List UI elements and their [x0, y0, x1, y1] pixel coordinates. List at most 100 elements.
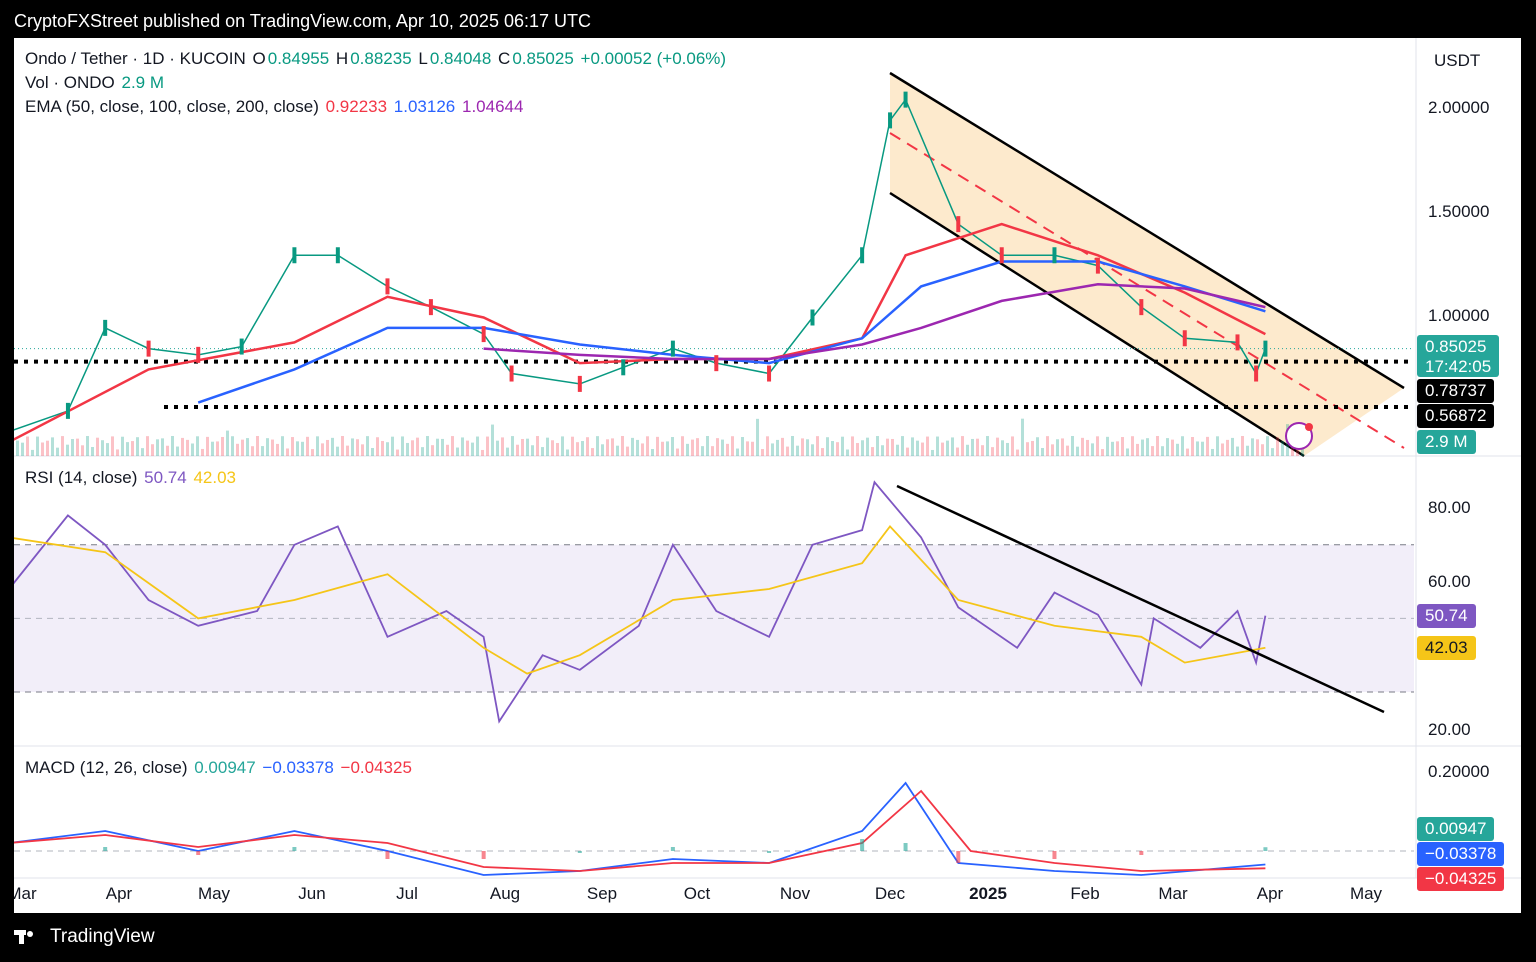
volume-bar — [366, 436, 369, 456]
volume-bar — [701, 446, 704, 456]
volume-bar — [1131, 436, 1134, 456]
tradingview-logo-icon — [14, 928, 42, 946]
volume-bar — [706, 436, 709, 456]
footer-brand[interactable]: TradingView — [14, 926, 155, 948]
price-candle — [670, 340, 675, 357]
rsi-tick-label: 60.00 — [1428, 572, 1471, 591]
x-tick-label: May — [197, 884, 231, 903]
volume-bar — [546, 437, 549, 456]
volume-bar — [231, 436, 234, 456]
volume-bar — [581, 441, 584, 456]
volume-bar — [381, 440, 384, 456]
price-candle — [292, 247, 297, 264]
volume-bar — [306, 436, 309, 456]
volume-bar — [446, 444, 449, 456]
rsi-label[interactable]: RSI (14, close) — [25, 468, 138, 487]
chart-area[interactable]: Ondo / Tether · 1D · KUCOIN O 0.84955 H 0.… — [14, 38, 1521, 913]
volume-bar — [166, 445, 169, 456]
volume-bar — [326, 439, 329, 456]
chart-canvas[interactable] — [14, 38, 1521, 913]
channel-upper-line — [889, 71, 1405, 390]
volume-value: 2.9 M — [121, 73, 165, 92]
volume-bar — [681, 436, 684, 456]
volume-bar — [286, 448, 289, 456]
volume-bar — [566, 449, 569, 456]
price-candle — [577, 375, 582, 392]
macd-histogram-bar — [481, 851, 486, 859]
ema50-value: 0.92233 — [325, 97, 388, 116]
volume-bar — [526, 438, 529, 456]
volume-bar — [466, 440, 469, 456]
volume-bar — [1086, 439, 1089, 456]
volume-bar — [751, 441, 754, 456]
volume-bar — [301, 441, 304, 456]
volume-bar — [676, 448, 679, 456]
volume-label[interactable]: Vol · ONDO — [25, 73, 115, 92]
macd-tag: −0.03378 — [1417, 842, 1505, 866]
countdown-value: 17:42:05 — [1425, 357, 1492, 376]
macd-label[interactable]: MACD (12, 26, close) — [25, 758, 188, 777]
volume-bar — [976, 438, 979, 456]
volume-bar — [1181, 436, 1184, 456]
volume-bar — [1041, 448, 1044, 456]
volume-bar — [236, 443, 239, 456]
volume-bar — [936, 436, 939, 456]
price-candle — [888, 112, 893, 129]
x-tick-label: Jun — [298, 884, 326, 903]
volume-bar — [686, 443, 689, 456]
volume-bar — [1081, 437, 1084, 456]
price-candle — [335, 247, 340, 264]
currency-label[interactable]: USDT — [1434, 51, 1481, 70]
volume-bar — [151, 444, 154, 456]
volume-bar — [1021, 418, 1024, 456]
volume-bar — [611, 438, 614, 456]
volume-bar — [1221, 443, 1224, 456]
volume-bar — [591, 448, 594, 456]
last-price-value: 0.85025 — [1425, 337, 1487, 356]
volume-bar — [101, 440, 104, 456]
x-tick-label: 2025 — [969, 884, 1007, 903]
rsi-ma-tag: 42.03 — [1417, 636, 1476, 660]
volume-bar — [1281, 441, 1284, 456]
volume-bar — [766, 436, 769, 456]
volume-bar — [541, 447, 544, 456]
low-value: 0.84048 — [429, 49, 492, 68]
volume-bar — [636, 439, 639, 456]
volume-bar — [1276, 437, 1279, 456]
volume-bar — [1176, 443, 1179, 456]
volume-bar — [86, 436, 89, 456]
volume-bar — [146, 436, 149, 456]
volume-bar — [551, 440, 554, 456]
volume-bar — [216, 441, 219, 456]
volume-bar — [1071, 436, 1074, 456]
volume-bar — [656, 436, 659, 456]
volume-bar — [531, 445, 534, 456]
volume-bar — [896, 444, 899, 456]
macd-histogram-bar — [292, 847, 297, 851]
price-candle — [999, 247, 1004, 264]
volume-bar — [631, 437, 634, 456]
volume-bar — [1141, 439, 1144, 456]
x-tick-label: Jul — [396, 884, 418, 903]
volume-bar — [1006, 442, 1009, 456]
volume-bar — [441, 438, 444, 456]
volume-bar — [271, 439, 274, 456]
volume-bar — [141, 448, 144, 456]
volume-bar — [121, 436, 124, 456]
volume-bar — [471, 442, 474, 456]
price-candle — [1095, 257, 1100, 274]
volume-bar — [131, 441, 134, 456]
volume-bar — [56, 447, 59, 456]
symbol-label[interactable]: Ondo / Tether · 1D · KUCOIN — [25, 49, 246, 68]
volume-bar — [841, 436, 844, 456]
ema-label[interactable]: EMA (50, close, 100, close, 200, close) — [25, 97, 319, 116]
x-tick-label: Dec — [874, 884, 906, 903]
volume-bar — [741, 437, 744, 456]
rsi-trendline — [896, 484, 1385, 714]
series-ema-200 — [483, 283, 1266, 361]
price-candle — [385, 278, 390, 295]
volume-bar — [321, 443, 324, 456]
volume-bar — [781, 437, 784, 456]
volume-bar — [241, 439, 244, 456]
volume-bar — [1201, 441, 1204, 456]
